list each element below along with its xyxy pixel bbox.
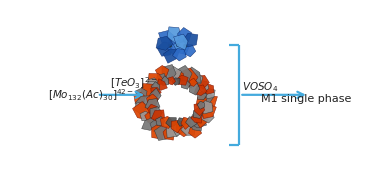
Polygon shape bbox=[189, 116, 203, 131]
Polygon shape bbox=[183, 45, 196, 57]
Polygon shape bbox=[173, 48, 186, 61]
Polygon shape bbox=[157, 41, 173, 56]
Polygon shape bbox=[181, 122, 195, 135]
Polygon shape bbox=[177, 118, 185, 126]
Polygon shape bbox=[166, 117, 176, 127]
Polygon shape bbox=[173, 70, 183, 81]
Polygon shape bbox=[148, 104, 157, 114]
Polygon shape bbox=[167, 66, 181, 79]
Polygon shape bbox=[202, 92, 214, 103]
Polygon shape bbox=[167, 40, 182, 55]
Polygon shape bbox=[143, 81, 159, 96]
Circle shape bbox=[168, 93, 185, 109]
Polygon shape bbox=[135, 88, 147, 98]
Polygon shape bbox=[205, 88, 215, 99]
Text: $[TeO_3]^{2-}$: $[TeO_3]^{2-}$ bbox=[110, 76, 158, 91]
Polygon shape bbox=[155, 65, 169, 77]
Polygon shape bbox=[156, 117, 164, 126]
Polygon shape bbox=[185, 117, 197, 128]
Polygon shape bbox=[146, 94, 158, 106]
Polygon shape bbox=[134, 102, 146, 114]
Polygon shape bbox=[167, 27, 181, 43]
Polygon shape bbox=[181, 80, 191, 89]
Polygon shape bbox=[145, 99, 160, 111]
Polygon shape bbox=[199, 101, 213, 114]
Polygon shape bbox=[174, 34, 188, 50]
Polygon shape bbox=[151, 110, 164, 122]
Circle shape bbox=[176, 43, 180, 46]
Polygon shape bbox=[198, 91, 207, 100]
Polygon shape bbox=[197, 101, 205, 109]
Polygon shape bbox=[178, 75, 188, 85]
Polygon shape bbox=[180, 68, 198, 88]
Polygon shape bbox=[176, 121, 193, 137]
Circle shape bbox=[134, 60, 219, 145]
Polygon shape bbox=[141, 84, 156, 98]
Polygon shape bbox=[192, 72, 203, 84]
Polygon shape bbox=[187, 67, 201, 82]
Polygon shape bbox=[134, 92, 145, 104]
Polygon shape bbox=[195, 109, 208, 128]
Polygon shape bbox=[160, 116, 174, 128]
Polygon shape bbox=[194, 85, 207, 96]
Polygon shape bbox=[173, 121, 185, 137]
Polygon shape bbox=[157, 79, 167, 91]
Polygon shape bbox=[171, 120, 182, 133]
Polygon shape bbox=[181, 117, 191, 129]
Polygon shape bbox=[159, 30, 174, 43]
Polygon shape bbox=[155, 125, 171, 140]
Polygon shape bbox=[202, 104, 216, 119]
Polygon shape bbox=[188, 112, 206, 128]
Polygon shape bbox=[183, 33, 198, 47]
Polygon shape bbox=[163, 49, 180, 63]
Polygon shape bbox=[148, 78, 159, 88]
Polygon shape bbox=[151, 82, 160, 91]
Polygon shape bbox=[148, 73, 164, 87]
Polygon shape bbox=[178, 27, 192, 42]
Polygon shape bbox=[173, 38, 190, 54]
Circle shape bbox=[184, 44, 187, 47]
Polygon shape bbox=[140, 111, 150, 121]
Polygon shape bbox=[149, 88, 161, 102]
Polygon shape bbox=[156, 73, 167, 85]
Polygon shape bbox=[132, 102, 151, 119]
Polygon shape bbox=[150, 119, 163, 132]
Polygon shape bbox=[135, 96, 153, 110]
Polygon shape bbox=[145, 110, 158, 123]
Polygon shape bbox=[163, 126, 175, 140]
Polygon shape bbox=[142, 117, 157, 130]
Polygon shape bbox=[189, 81, 200, 95]
Polygon shape bbox=[172, 78, 180, 85]
Polygon shape bbox=[151, 87, 161, 97]
Text: M1 single phase: M1 single phase bbox=[261, 94, 351, 105]
Polygon shape bbox=[189, 125, 202, 138]
Polygon shape bbox=[196, 94, 207, 105]
Polygon shape bbox=[196, 75, 209, 89]
Polygon shape bbox=[194, 103, 205, 116]
Circle shape bbox=[169, 44, 172, 47]
Polygon shape bbox=[201, 111, 214, 123]
Polygon shape bbox=[150, 107, 162, 119]
Polygon shape bbox=[162, 76, 169, 85]
Polygon shape bbox=[202, 84, 214, 94]
Polygon shape bbox=[167, 77, 176, 85]
Polygon shape bbox=[156, 36, 173, 50]
Polygon shape bbox=[198, 80, 209, 93]
Polygon shape bbox=[166, 121, 184, 138]
Polygon shape bbox=[200, 95, 217, 112]
Polygon shape bbox=[176, 65, 192, 83]
Polygon shape bbox=[191, 114, 202, 123]
Polygon shape bbox=[152, 124, 165, 139]
Polygon shape bbox=[189, 78, 197, 86]
Polygon shape bbox=[193, 108, 203, 118]
Text: $VOSO_4$: $VOSO_4$ bbox=[243, 80, 279, 94]
Text: $[Mo_{132}(Ac)_{30}]^{42-}$: $[Mo_{132}(Ac)_{30}]^{42-}$ bbox=[48, 87, 134, 103]
Polygon shape bbox=[162, 65, 176, 81]
